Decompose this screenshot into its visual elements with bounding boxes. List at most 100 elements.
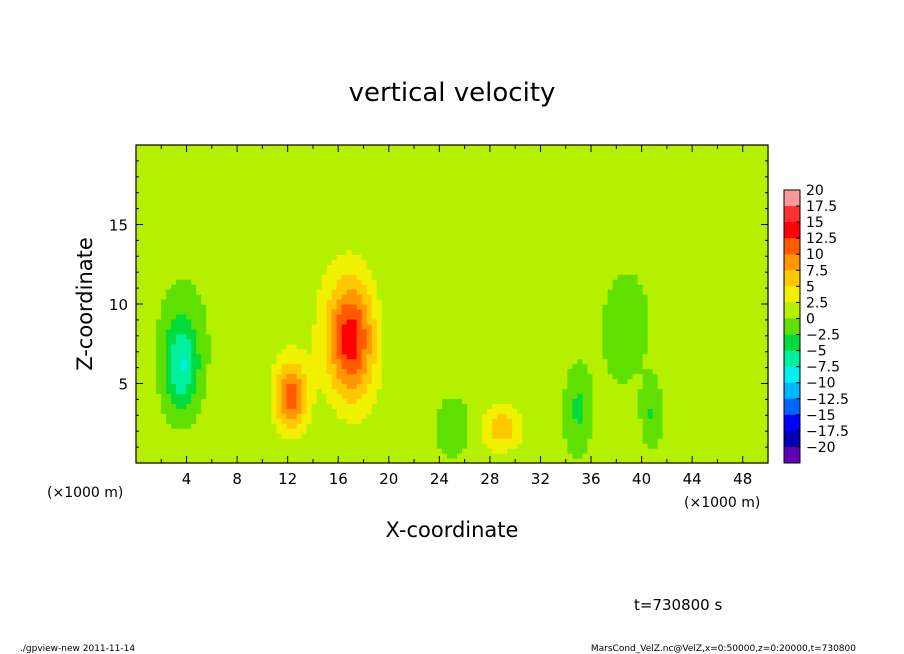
heatmap-cell (281, 199, 288, 206)
heatmap-cell (462, 219, 468, 226)
heatmap-cell (231, 428, 237, 434)
heatmap-cell (386, 194, 393, 201)
heatmap-cell (502, 393, 508, 400)
heatmap-cell (457, 184, 463, 191)
heatmap-cell (416, 388, 423, 395)
heatmap-cell (241, 343, 247, 350)
heatmap-cell (226, 199, 232, 206)
heatmap-cell (341, 254, 348, 260)
heatmap-cell (256, 234, 263, 241)
heatmap-cell (472, 363, 478, 370)
heatmap-cell (306, 154, 313, 161)
heatmap-cell (431, 284, 438, 290)
heatmap-cell (457, 179, 463, 186)
heatmap-cell (421, 145, 428, 151)
heatmap-cell (421, 224, 428, 231)
heatmap-cell (311, 318, 318, 325)
heatmap-cell (146, 423, 152, 429)
heatmap-cell (181, 279, 187, 285)
heatmap-cell (176, 249, 182, 255)
heatmap-cell (261, 179, 268, 186)
heatmap-cell (401, 229, 408, 236)
heatmap-cell (316, 284, 323, 290)
heatmap-cell (366, 353, 373, 360)
heatmap-cell (221, 224, 227, 231)
heatmap-cell (371, 403, 378, 409)
heatmap-cell (266, 338, 273, 345)
heatmap-cell (226, 204, 232, 211)
heatmap-cell (266, 388, 273, 395)
heatmap-cell (452, 269, 458, 275)
heatmap-cell (351, 169, 358, 176)
heatmap-cell (346, 358, 353, 365)
heatmap-cell (446, 453, 453, 459)
heatmap-cell (296, 199, 303, 206)
heatmap-cell (416, 154, 423, 161)
heatmap-cell (261, 219, 268, 226)
heatmap-cell (136, 224, 142, 231)
heatmap-cell (401, 353, 408, 360)
heatmap-cell (361, 199, 368, 206)
heatmap-cell (462, 199, 468, 206)
heatmap-cell (346, 318, 353, 325)
heatmap-cell (366, 274, 373, 280)
heatmap-cell (201, 174, 207, 181)
heatmap-cell (346, 323, 353, 330)
heatmap-cell (161, 408, 167, 414)
heatmap-cell (391, 304, 398, 310)
heatmap-cell (181, 304, 187, 310)
heatmap-cell (136, 383, 142, 390)
heatmap-cell (462, 174, 468, 181)
heatmap-cell (256, 343, 263, 350)
heatmap-cell (441, 333, 448, 340)
heatmap-cell (191, 413, 197, 419)
heatmap-cell (497, 145, 503, 151)
heatmap-cell (226, 328, 232, 335)
heatmap-cell (497, 328, 503, 335)
heatmap-cell (462, 353, 468, 360)
heatmap-cell (366, 239, 373, 245)
heatmap-cell (326, 378, 333, 385)
heatmap-cell (286, 443, 293, 449)
heatmap-cell (507, 333, 513, 340)
heatmap-cell (231, 338, 237, 345)
heatmap-cell (191, 393, 197, 400)
heatmap-cell (331, 209, 338, 216)
heatmap-cell (191, 199, 197, 206)
heatmap-cell (171, 388, 177, 395)
heatmap-cell (361, 239, 368, 245)
heatmap-cell (291, 333, 298, 340)
heatmap-cell (457, 388, 463, 395)
heatmap-cell (221, 423, 227, 429)
heatmap-cell (371, 368, 378, 375)
heatmap-cell (467, 368, 473, 375)
heatmap-cell (406, 328, 413, 335)
heatmap-cell (331, 453, 338, 459)
heatmap-cell (301, 358, 308, 365)
heatmap-cell (346, 219, 353, 226)
heatmap-cell (462, 343, 468, 350)
heatmap-cell (246, 199, 252, 206)
heatmap-cell (271, 159, 278, 166)
heatmap-cell (306, 343, 313, 350)
heatmap-cell (482, 269, 488, 275)
heatmap-cell (497, 244, 503, 250)
heatmap-cell (311, 448, 318, 454)
heatmap-cell (391, 338, 398, 345)
heatmap-cell (186, 294, 192, 300)
heatmap-cell (507, 448, 513, 454)
heatmap-cell (502, 413, 508, 419)
heatmap-cell (216, 458, 222, 464)
heatmap-cell (276, 189, 283, 196)
heatmap-cell (326, 403, 333, 409)
heatmap-cell (166, 343, 172, 350)
heatmap-cell (286, 239, 293, 245)
heatmap-cell (411, 229, 418, 236)
heatmap-cell (241, 358, 247, 365)
heatmap-cell (291, 358, 298, 365)
heatmap-cell (216, 284, 222, 290)
heatmap-cell (401, 358, 408, 365)
heatmap-cell (271, 443, 278, 449)
heatmap-cell (236, 219, 242, 226)
heatmap-cell (477, 453, 483, 459)
